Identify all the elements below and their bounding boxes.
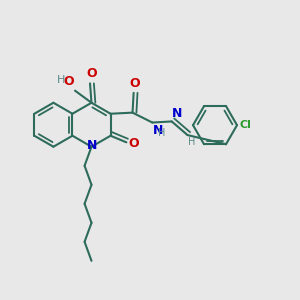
Text: N: N <box>172 107 183 120</box>
Text: O: O <box>130 77 140 90</box>
Text: O: O <box>86 68 97 80</box>
Text: O: O <box>63 75 74 88</box>
Text: N: N <box>87 139 98 152</box>
Text: O: O <box>128 137 139 150</box>
Text: H: H <box>188 137 196 148</box>
Text: Cl: Cl <box>240 120 252 130</box>
Text: H: H <box>57 75 65 85</box>
Text: N: N <box>153 124 163 137</box>
Text: H: H <box>158 128 166 138</box>
